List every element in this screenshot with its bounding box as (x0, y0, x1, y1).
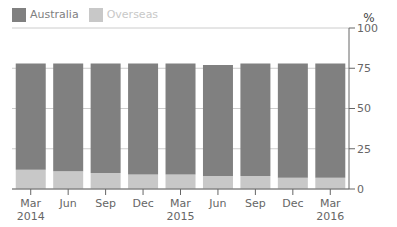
svg-text:%: % (363, 11, 374, 25)
svg-text:50: 50 (357, 102, 371, 115)
svg-text:Jun: Jun (59, 197, 77, 210)
svg-text:Dec: Dec (282, 197, 303, 210)
html-text:Overseas: Overseas (106, 8, 159, 21)
svg-text:Mar2014: Mar2014 (17, 197, 45, 223)
svg-text:100: 100 (357, 21, 378, 35)
svg-text:25: 25 (357, 143, 371, 156)
svg-text:Sep: Sep (95, 197, 116, 210)
svg-text:Sep: Sep (245, 197, 266, 210)
svg-text:Mar2015: Mar2015 (167, 197, 195, 223)
svg-text:Mar2016: Mar2016 (316, 197, 344, 223)
svg-text:75: 75 (357, 62, 371, 75)
html-text:Australia: Australia (30, 8, 79, 21)
svg-text:Jun: Jun (208, 197, 226, 210)
svg-text:0: 0 (357, 183, 364, 196)
svg-text:Dec: Dec (132, 197, 153, 210)
